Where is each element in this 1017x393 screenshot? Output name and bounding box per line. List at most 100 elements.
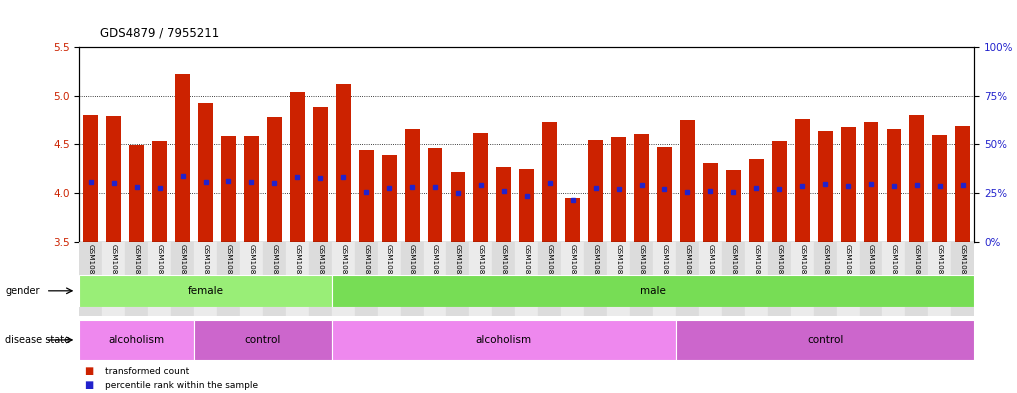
Text: disease state: disease state [5, 335, 70, 345]
Text: GSM1085681: GSM1085681 [111, 244, 117, 293]
Bar [542, 122, 557, 242]
Bar [794, 119, 810, 242]
Bar [657, 147, 672, 242]
Text: GSM1085702: GSM1085702 [937, 244, 943, 293]
Bar [561, 242, 584, 316]
Bar [837, 242, 859, 316]
Bar [332, 275, 974, 307]
Text: ■: ■ [84, 380, 94, 390]
Bar [153, 141, 167, 242]
Text: ■: ■ [84, 366, 94, 376]
Text: GSM1085703: GSM1085703 [960, 244, 966, 293]
Text: GSM1085700: GSM1085700 [661, 244, 667, 293]
Bar [772, 141, 787, 242]
Text: control: control [245, 335, 281, 345]
Text: GSM1085685: GSM1085685 [133, 244, 139, 293]
Bar [79, 275, 332, 307]
Text: GSM1085698: GSM1085698 [202, 244, 208, 293]
Bar [722, 242, 744, 316]
Bar [79, 320, 194, 360]
Bar [263, 242, 286, 316]
Bar [584, 242, 607, 316]
Text: alcoholism: alcoholism [476, 335, 532, 345]
Bar [863, 122, 879, 242]
Bar [790, 242, 814, 316]
Bar [607, 242, 631, 316]
Bar [588, 140, 603, 242]
Bar [107, 116, 121, 242]
Text: GSM1085677: GSM1085677 [87, 244, 94, 293]
Bar [336, 84, 351, 242]
Bar [217, 242, 240, 316]
Bar [565, 198, 580, 242]
Bar [175, 74, 190, 242]
Bar [171, 242, 194, 316]
Bar [401, 242, 423, 316]
Text: GSM1085701: GSM1085701 [341, 244, 346, 293]
Bar [768, 242, 790, 316]
Text: GSM1085678: GSM1085678 [478, 244, 484, 293]
Text: GSM1085669: GSM1085669 [730, 244, 736, 293]
Bar [955, 126, 970, 242]
Bar [631, 242, 653, 316]
Text: GSM1085693: GSM1085693 [914, 244, 920, 293]
Bar [951, 242, 974, 316]
Bar [446, 242, 470, 316]
Bar [726, 170, 740, 242]
Text: GSM1085690: GSM1085690 [869, 244, 874, 293]
Bar [474, 133, 488, 242]
Bar [496, 167, 512, 242]
Text: GSM1085682: GSM1085682 [524, 244, 530, 293]
Text: GSM1085696: GSM1085696 [294, 244, 300, 293]
Bar [814, 242, 837, 316]
Bar [929, 242, 951, 316]
Bar [194, 320, 332, 360]
Bar [129, 145, 144, 242]
Bar [470, 242, 492, 316]
Bar [841, 127, 855, 242]
Bar [427, 148, 442, 242]
Text: transformed count: transformed count [105, 367, 189, 376]
Text: GSM1085694: GSM1085694 [272, 244, 278, 293]
Bar [905, 242, 929, 316]
Bar [198, 103, 213, 242]
Bar [909, 115, 924, 242]
Bar [883, 242, 905, 316]
Text: GSM1085699: GSM1085699 [317, 244, 323, 293]
Text: GSM1085687: GSM1085687 [593, 244, 599, 293]
Text: gender: gender [5, 286, 40, 296]
Text: GSM1085691: GSM1085691 [615, 244, 621, 293]
Bar [887, 129, 901, 242]
Bar [699, 242, 722, 316]
Text: GSM1085695: GSM1085695 [180, 244, 185, 293]
Text: GSM1085671: GSM1085671 [432, 244, 438, 293]
Bar [266, 117, 282, 242]
Bar [286, 242, 309, 316]
Bar [290, 92, 305, 242]
Bar [749, 159, 764, 242]
Text: GDS4879 / 7955211: GDS4879 / 7955211 [100, 26, 219, 39]
Bar [680, 120, 695, 242]
Text: control: control [806, 335, 843, 345]
Bar [79, 242, 103, 316]
Bar [125, 242, 148, 316]
Bar [859, 242, 883, 316]
Bar [653, 242, 676, 316]
Bar [405, 129, 420, 242]
Bar [221, 136, 236, 242]
Bar [611, 137, 626, 242]
Bar [634, 134, 649, 242]
Bar [933, 135, 947, 242]
Text: GSM1085672: GSM1085672 [754, 244, 760, 293]
Bar [309, 242, 332, 316]
Bar [377, 242, 401, 316]
Bar [676, 320, 974, 360]
Bar [244, 136, 259, 242]
Bar [676, 242, 699, 316]
Text: GSM1085666: GSM1085666 [363, 244, 369, 293]
Bar [103, 242, 125, 316]
Text: GSM1085665: GSM1085665 [684, 244, 691, 293]
Bar [381, 155, 397, 242]
Text: GSM1085676: GSM1085676 [799, 244, 805, 293]
Text: GSM1085684: GSM1085684 [570, 244, 576, 293]
